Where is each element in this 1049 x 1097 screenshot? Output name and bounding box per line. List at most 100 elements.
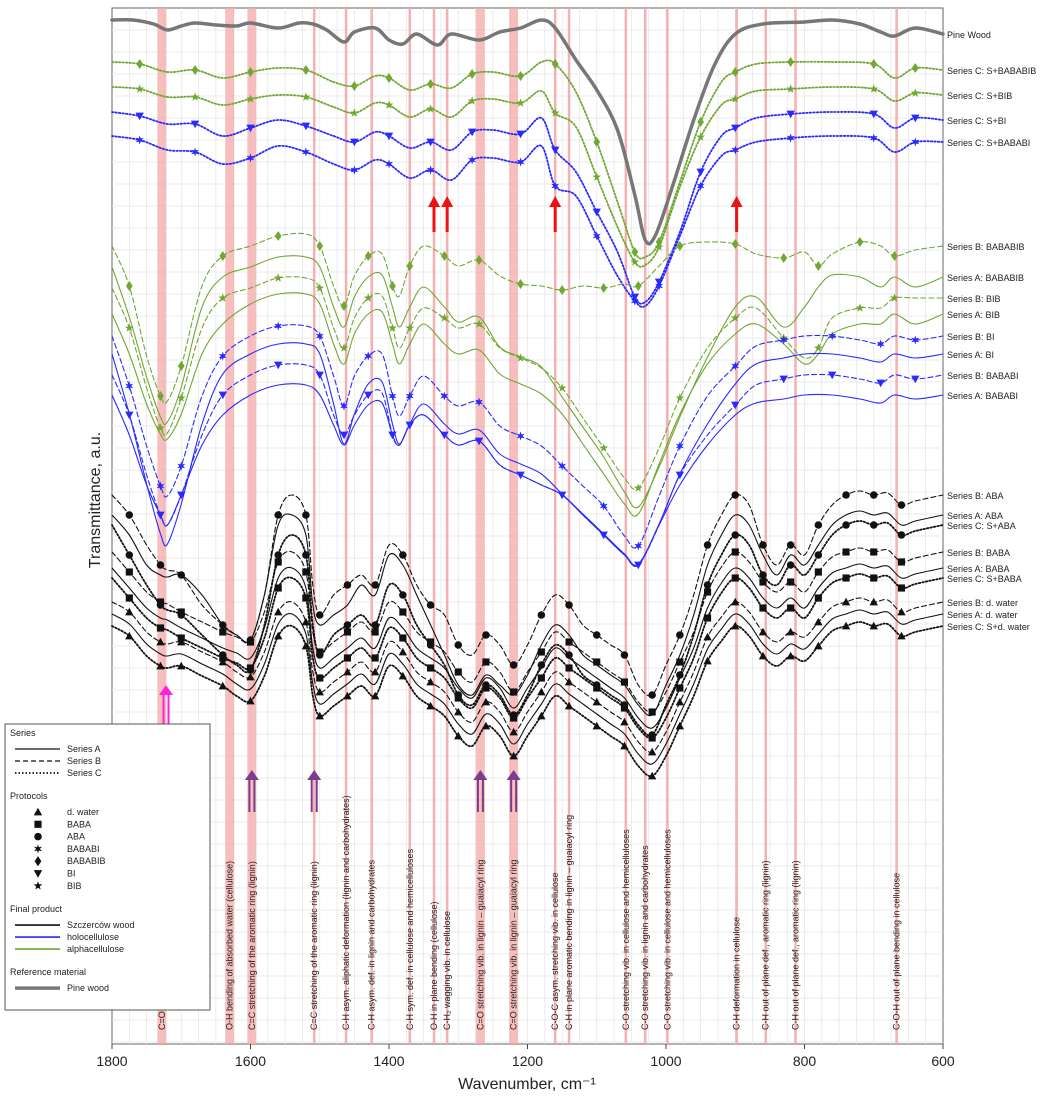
data-point bbox=[385, 159, 393, 169]
x-tick-label: 800 bbox=[793, 1053, 817, 1069]
data-point bbox=[696, 168, 705, 177]
data-point bbox=[558, 461, 567, 471]
data-point bbox=[647, 771, 657, 780]
data-point bbox=[558, 284, 566, 296]
data-point bbox=[454, 668, 462, 676]
data-point bbox=[301, 617, 311, 626]
data-point bbox=[620, 704, 629, 712]
data-point bbox=[537, 648, 545, 656]
x-tick-label: 600 bbox=[931, 1053, 955, 1069]
axes: Wavenumber, cm⁻¹ Transmittance, a.u. bbox=[87, 432, 596, 1093]
data-point bbox=[315, 331, 324, 341]
data-point bbox=[427, 78, 434, 90]
data-point bbox=[841, 597, 851, 606]
legend-label: BABABI bbox=[67, 844, 100, 854]
data-point bbox=[370, 691, 380, 700]
data-point bbox=[516, 98, 525, 107]
data-point bbox=[869, 491, 878, 499]
data-point bbox=[897, 584, 906, 592]
data-point bbox=[246, 664, 255, 672]
data-point bbox=[731, 621, 740, 630]
data-point bbox=[246, 638, 255, 646]
data-point bbox=[406, 260, 414, 272]
data-point bbox=[841, 621, 851, 630]
series-series-c-s-bababi bbox=[111, 133, 944, 308]
data-point bbox=[599, 443, 609, 452]
data-point bbox=[398, 647, 408, 656]
data-point bbox=[343, 667, 352, 676]
data-point bbox=[786, 541, 795, 549]
data-point bbox=[876, 379, 885, 388]
data-point bbox=[890, 293, 899, 302]
band-highlight bbox=[643, 8, 647, 1044]
data-point bbox=[177, 360, 185, 372]
data-point bbox=[731, 66, 739, 78]
series-series-c-s-bib bbox=[111, 84, 944, 268]
data-point bbox=[551, 181, 560, 191]
band-label: O-H in plane bending (cellulose) bbox=[429, 901, 439, 1030]
series-label: Series B: BABA bbox=[947, 548, 1010, 558]
series-label: Series C: S+BABABI bbox=[947, 138, 1030, 148]
data-point bbox=[630, 296, 639, 306]
data-point bbox=[156, 624, 165, 632]
data-point bbox=[426, 664, 435, 672]
band-highlight bbox=[157, 8, 167, 1044]
series-label: Series C: S+d. water bbox=[947, 622, 1030, 632]
data-point bbox=[191, 147, 200, 157]
data-point bbox=[384, 100, 394, 109]
data-point bbox=[593, 136, 601, 148]
series-line bbox=[111, 255, 944, 509]
data-point bbox=[405, 391, 414, 401]
band-highlight bbox=[624, 8, 628, 1044]
data-point bbox=[454, 694, 462, 702]
legend-heading: Protocols bbox=[10, 791, 48, 801]
data-point bbox=[350, 108, 359, 117]
data-point bbox=[634, 280, 642, 292]
data-point bbox=[731, 401, 740, 410]
data-point bbox=[190, 120, 200, 129]
data-point bbox=[315, 611, 324, 619]
data-point bbox=[156, 561, 165, 569]
data-point bbox=[274, 558, 282, 566]
data-point bbox=[517, 278, 524, 290]
data-point bbox=[343, 621, 352, 629]
data-point bbox=[870, 548, 878, 556]
series-series-b-bi bbox=[111, 321, 944, 551]
data-point bbox=[842, 491, 850, 499]
legend-label: BIB bbox=[67, 881, 82, 891]
data-point bbox=[274, 551, 282, 559]
legend: Series Series A Series B Series C Protocols d… bbox=[4, 723, 211, 1011]
data-point bbox=[676, 658, 684, 666]
x-tick-label: 1400 bbox=[373, 1053, 404, 1069]
band-label: C-H out of plane def., aromatic ring (li… bbox=[761, 860, 771, 1030]
data-point bbox=[218, 351, 227, 361]
legend-label: d. water bbox=[67, 807, 99, 817]
data-point bbox=[246, 672, 255, 681]
data-point bbox=[696, 132, 705, 141]
data-point bbox=[703, 588, 712, 596]
data-point bbox=[620, 678, 629, 686]
data-point bbox=[550, 108, 560, 117]
data-point bbox=[675, 393, 685, 402]
data-point bbox=[842, 574, 850, 582]
data-point bbox=[731, 548, 739, 556]
data-point bbox=[897, 631, 906, 640]
series-series-a-aba bbox=[111, 510, 944, 717]
series-series-c-s-bi bbox=[111, 110, 944, 305]
data-point bbox=[565, 638, 573, 646]
data-point bbox=[247, 66, 254, 78]
band-label: C-O stretching vib. in cellulose and hem… bbox=[662, 829, 672, 1030]
data-point bbox=[125, 280, 133, 292]
band-label: C-H out of plane def., aromatic ring (li… bbox=[790, 860, 800, 1030]
data-point bbox=[730, 94, 740, 103]
series-series-a-bi bbox=[111, 342, 944, 566]
data-point bbox=[516, 130, 525, 139]
band-highlight bbox=[567, 8, 571, 1044]
band-highlight bbox=[895, 8, 898, 1044]
data-point bbox=[371, 621, 379, 629]
series-label: Pine Wood bbox=[947, 30, 991, 40]
data-point bbox=[510, 714, 518, 722]
data-point bbox=[426, 165, 435, 175]
data-point bbox=[869, 521, 878, 529]
data-point bbox=[125, 551, 134, 559]
